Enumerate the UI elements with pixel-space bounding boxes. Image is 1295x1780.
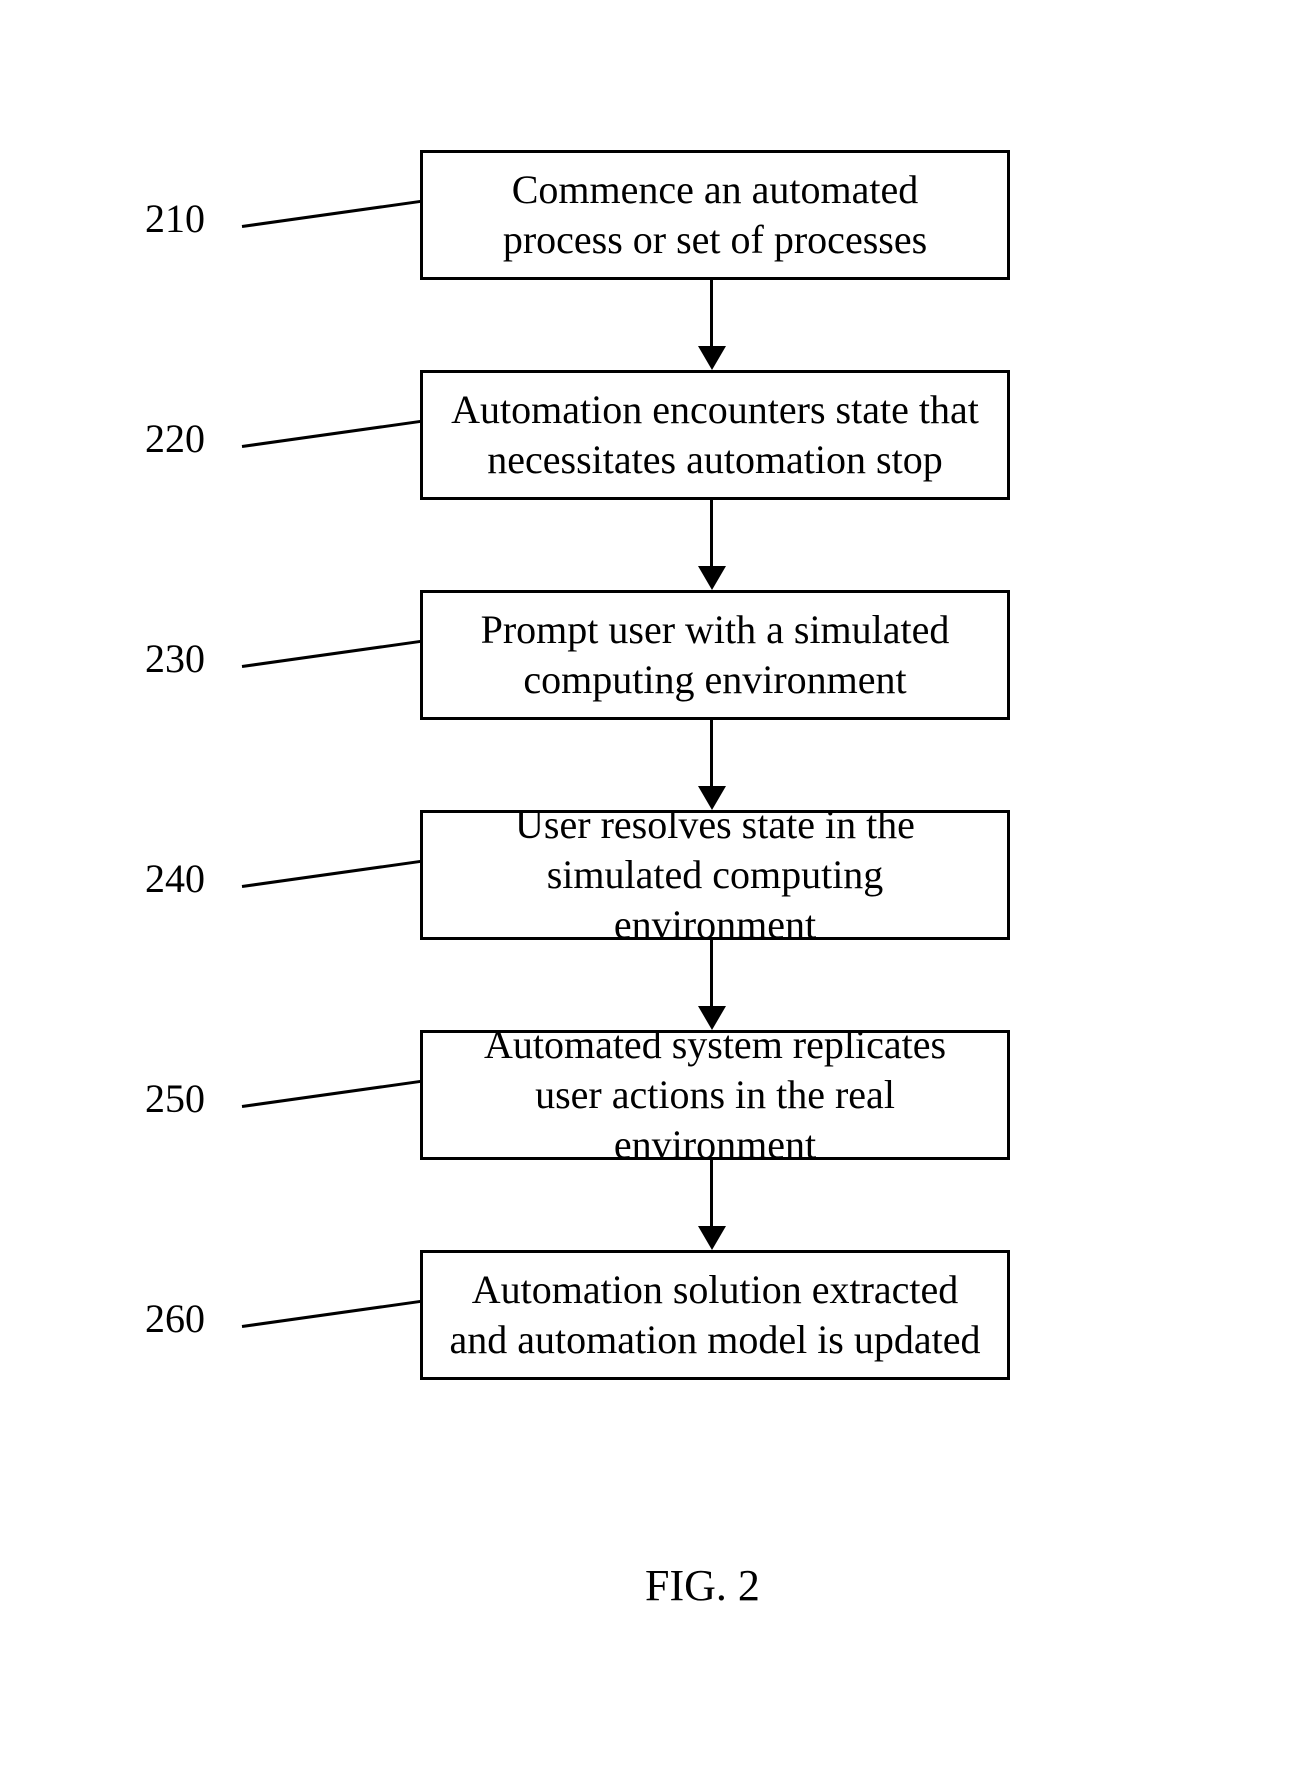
step-label-210: 210	[145, 195, 205, 242]
arrowhead-250-260	[698, 1226, 726, 1250]
arrow-250-260	[710, 1160, 713, 1226]
step-box-260: Automation solution extracted and automa…	[420, 1250, 1010, 1380]
arrowhead-210-220	[698, 346, 726, 370]
step-box-240: User resolves state in the simulated com…	[420, 810, 1010, 940]
arrow-230-240	[710, 720, 713, 786]
connector-line-250	[242, 1080, 421, 1108]
connector-line-260	[242, 1300, 421, 1328]
connector-line-240	[242, 860, 421, 888]
step-box-230: Prompt user with a simulated computing e…	[420, 590, 1010, 720]
step-label-260: 260	[145, 1295, 205, 1342]
step-box-250: Automated system replicates user actions…	[420, 1030, 1010, 1160]
step-box-210: Commence an automated process or set of …	[420, 150, 1010, 280]
connector-line-220	[242, 420, 421, 448]
figure-caption: FIG. 2	[645, 1560, 760, 1611]
arrow-240-250	[710, 940, 713, 1006]
arrow-220-230	[710, 500, 713, 566]
step-box-220: Automation encounters state that necessi…	[420, 370, 1010, 500]
step-label-250: 250	[145, 1075, 205, 1122]
step-label-220: 220	[145, 415, 205, 462]
connector-line-230	[242, 640, 421, 668]
step-label-240: 240	[145, 855, 205, 902]
arrow-210-220	[710, 280, 713, 346]
arrowhead-220-230	[698, 566, 726, 590]
connector-line-210	[242, 200, 421, 228]
step-label-230: 230	[145, 635, 205, 682]
flowchart-container: 210 Commence an automated process or set…	[0, 0, 1295, 1780]
